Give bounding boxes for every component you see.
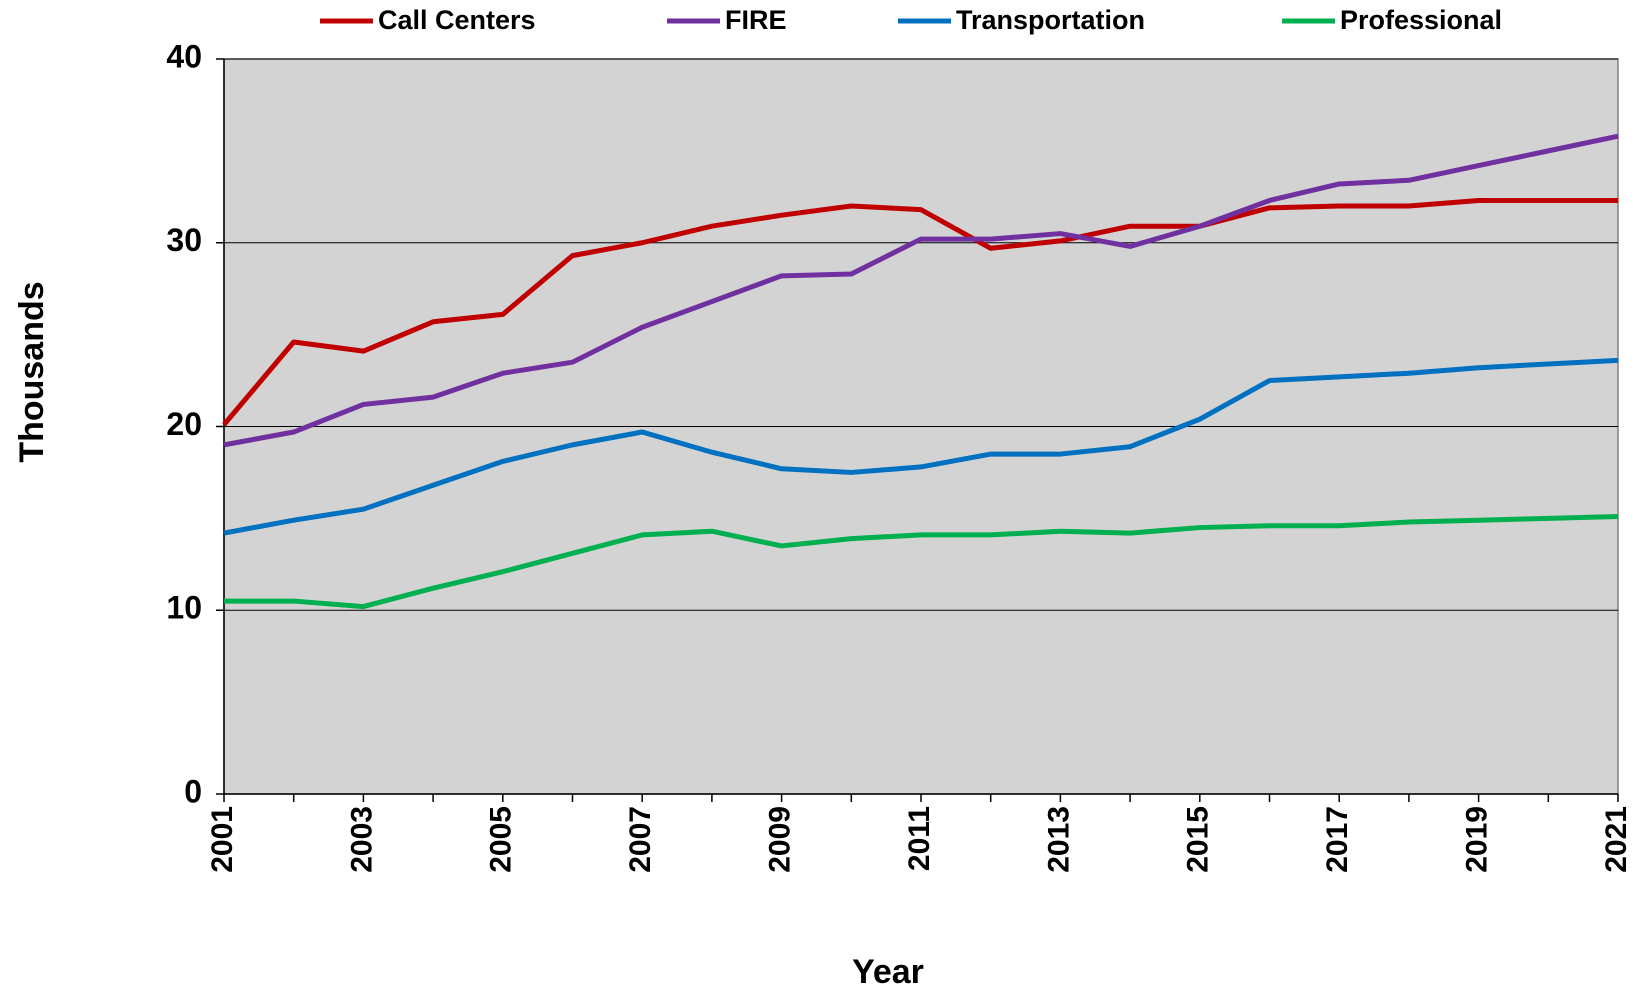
- x-tick-label: 2003: [345, 806, 378, 873]
- x-tick-label: 2015: [1182, 806, 1215, 873]
- legend-label: FIRE: [725, 5, 787, 35]
- series-line: [223, 357, 1619, 536]
- x-tick-label: 2011: [903, 806, 936, 871]
- series-line: [222, 197, 1618, 427]
- x-tick-label: 2009: [764, 806, 797, 873]
- x-tick-label: 2007: [624, 806, 657, 873]
- x-tick-label: 2017: [1321, 806, 1354, 873]
- x-axis-label: Year: [852, 953, 924, 991]
- x-tick-label: 2021: [1600, 806, 1633, 873]
- y-tick-label: 40: [166, 38, 202, 74]
- y-tick-label: 20: [166, 406, 202, 442]
- x-tick-label: 2005: [485, 806, 518, 873]
- x-tick-label: 2019: [1461, 806, 1494, 873]
- series-line: [223, 133, 1619, 448]
- x-tick-label: 2001: [206, 806, 239, 873]
- legend-label: Call Centers: [378, 5, 536, 35]
- series-line: [224, 514, 1619, 610]
- y-axis-label: Thousands: [13, 281, 51, 462]
- legend-label: Transportation: [956, 5, 1145, 35]
- y-tick-label: 10: [166, 590, 202, 626]
- y-tick-label: 30: [166, 222, 202, 258]
- y-tick-label: 0: [184, 773, 202, 809]
- x-tick-label: 2013: [1042, 806, 1075, 873]
- legend-label: Professional: [1340, 5, 1502, 35]
